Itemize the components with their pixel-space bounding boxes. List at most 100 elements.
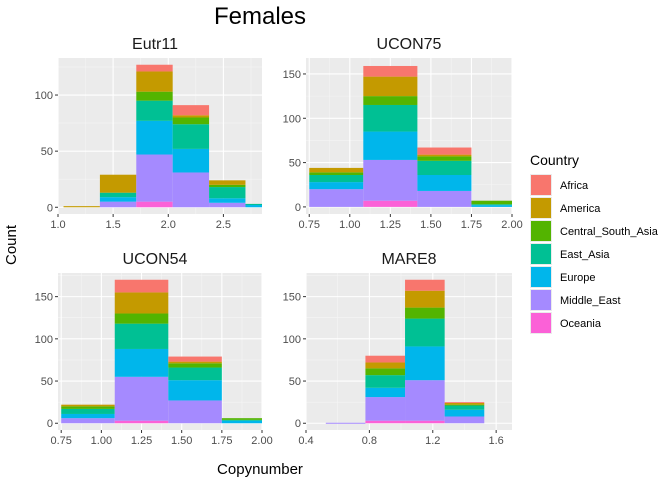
x-tick-label: 1.0 [50,219,65,231]
bar-segment-oceania [405,420,445,424]
chart-title: Females [214,3,306,30]
bars [63,64,262,208]
legend-item-east-asia: East_Asia [530,243,610,265]
bar-segment-america [209,180,246,185]
bar-segment-middle-east [136,154,173,202]
legend-item-middle-east: Middle_East [530,289,621,311]
panel-ucon54: UCON54 0 50 100 150 0.75 1.00 1.25 1.50 1.75 2.00 [35,251,273,447]
y-tick-label: 50 [41,146,53,158]
bar-segment-oceania [363,200,418,207]
legend-label: Africa [560,180,589,192]
bar-segment-africa [363,65,418,77]
legend-swatch [531,221,551,241]
bar-segment-central-south-asia [114,313,169,324]
bar-segment-middle-east [363,159,418,201]
bar-segment-america [136,71,173,92]
y-tick-label: 0 [295,418,301,430]
bar-segment-oceania [114,420,169,424]
bar-segment-middle-east [309,189,364,207]
bar-segment-east-asia [309,175,364,183]
x-tick-label: 1.75 [211,435,232,447]
legend-title: Country [530,152,579,168]
y-tick-label: 150 [283,69,301,81]
x-tick-label: 1.50 [420,219,441,231]
bar-segment-africa [405,279,445,291]
y-tick-label: 0 [47,202,53,214]
x-tick-label: 0.75 [299,219,320,231]
facet-panels: Eutr11 0 50 100 1.0 1.5 2.0 2.5 UCON75 0 50 100 150 0… [35,36,523,447]
x-tick-label: 2.5 [216,219,231,231]
bar-segment-america [417,154,472,157]
legend: Country Africa America Central_South_Asia E… [530,152,659,334]
legend-label: Oceania [560,318,602,330]
bar-segment-central-south-asia [444,404,485,406]
bar-segment-europe [363,131,418,160]
legend-label: East_Asia [560,249,610,261]
y-tick-label: 0 [295,202,301,214]
bars [325,279,485,424]
bar-segment-europe [136,120,173,155]
bar-segment-east-asia [363,104,418,132]
bar-segment-africa [136,64,173,72]
x-axis-title: Copynumber [217,461,303,478]
bar-segment-america [61,404,115,407]
bar-segment-central-south-asia [417,156,472,161]
x-tick-label: 0.8 [362,435,377,447]
panel-strip-label: UCON54 [123,251,188,268]
bar-segment-africa [172,105,210,116]
bar-segment-europe [309,182,364,190]
legend-item-central-south-asia: Central_South_Asia [530,220,659,242]
bar-segment-middle-east [444,416,485,424]
panel-eutr11: Eutr11 0 50 100 1.0 1.5 2.0 2.5 [35,36,262,231]
bars [61,279,262,424]
x-tick-label: 1.75 [461,219,482,231]
legend-swatch [531,267,551,287]
bar-segment-europe [99,197,137,202]
x-tick-label: 2.00 [501,219,522,231]
bar-segment-america [405,290,445,308]
legend-swatch [531,198,551,218]
bar-segment-central-south-asia [221,418,262,420]
legend-swatch [531,175,551,195]
bar-segment-oceania [365,420,406,424]
bar-segment-america [168,361,222,364]
bar-segment-east-asia [61,408,115,414]
bar-segment-america [99,174,137,193]
bar-segment-east-asia [99,192,137,198]
bar-segment-america [114,292,169,314]
bar-segment-middle-east [209,202,246,208]
bar-segment-central-south-asia [309,172,364,175]
bar-segment-america [444,402,485,405]
legend-label: Europe [560,272,595,284]
bar-segment-africa [365,355,406,363]
x-tick-label: 1.5 [105,219,120,231]
bar-segment-africa [444,402,485,403]
x-tick-label: 2.00 [251,435,272,447]
legend-swatch [531,313,551,333]
x-tick-label: 1.6 [489,435,504,447]
bar-segment-europe [168,380,222,401]
bar-segment-middle-east [114,376,169,421]
bar-segment-central-south-asia [471,200,512,205]
bar-segment-east-asia [405,318,445,347]
x-tick-label: 1.25 [380,219,401,231]
x-tick-label: 1.00 [339,219,360,231]
bar-segment-east-asia [221,419,262,421]
bar-segment-central-south-asia [168,363,222,368]
bar-segment-europe [365,387,406,398]
bar-segment-europe [405,346,445,381]
bar-segment-east-asia [471,204,512,206]
bar-segment-europe [245,205,262,208]
bar-segment-east-asia [209,187,246,199]
bar-segment-east-asia [114,323,169,349]
bar-segment-east-asia [172,124,210,149]
y-tick-label: 150 [35,292,53,304]
bar-segment-east-asia [365,375,406,388]
legend-swatch [531,290,551,310]
bars [309,65,512,207]
y-tick-label: 100 [283,113,301,125]
bar-segment-europe [221,420,262,424]
legend-label: Central_South_Asia [560,226,659,238]
panel-strip-label: Eutr11 [132,36,178,53]
y-tick-label: 50 [289,158,301,170]
